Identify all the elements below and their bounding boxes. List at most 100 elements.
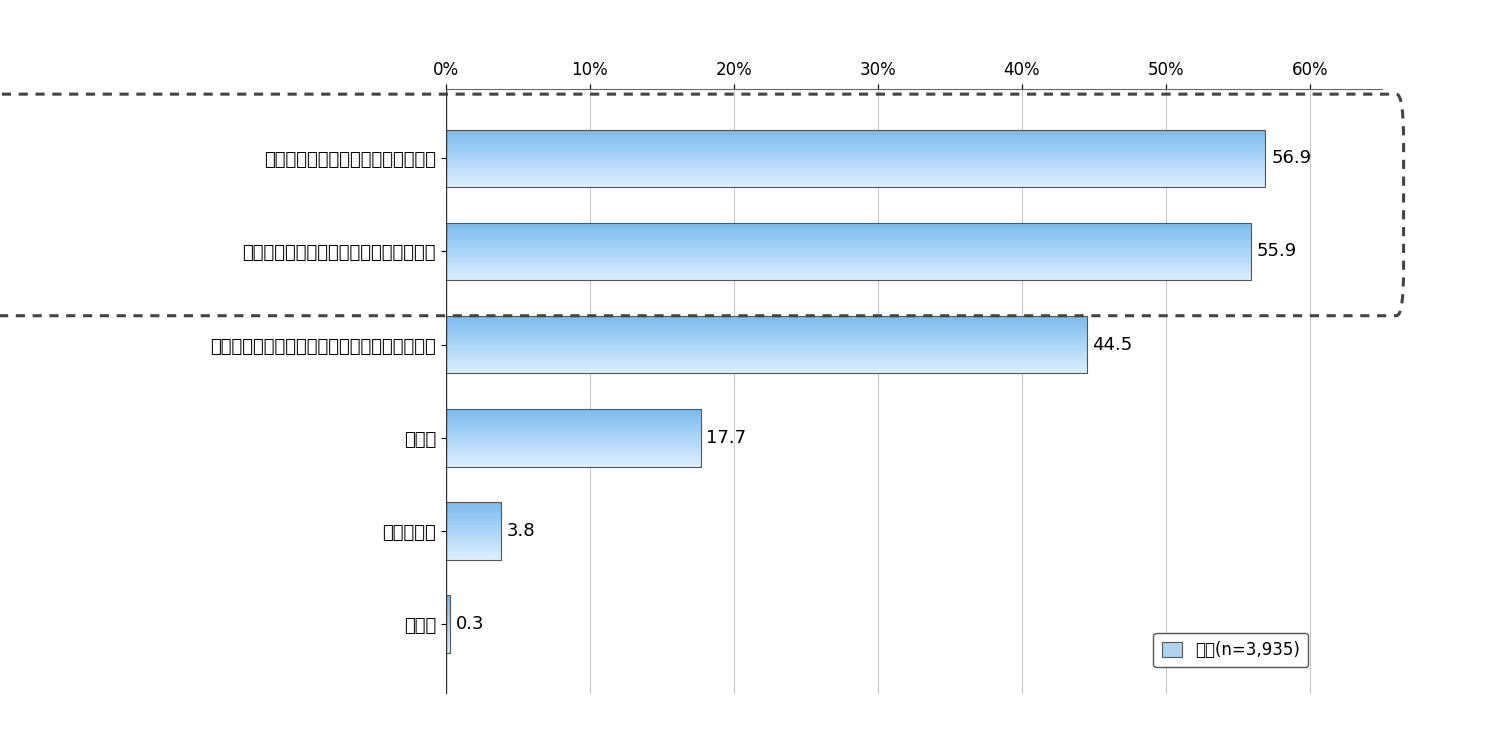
Bar [446, 438, 701, 439]
Bar [446, 409, 701, 466]
Bar [446, 432, 701, 433]
Bar [446, 159, 1265, 160]
Bar [446, 343, 1086, 345]
Bar [446, 506, 501, 508]
Bar [446, 554, 501, 555]
Bar [446, 130, 1265, 131]
Bar [446, 514, 501, 515]
Bar [446, 599, 450, 601]
Bar [446, 351, 1086, 352]
Bar [446, 538, 501, 539]
Bar [446, 601, 450, 602]
Bar [446, 269, 1251, 270]
Bar [446, 551, 501, 553]
Bar [446, 419, 701, 421]
Bar [446, 334, 1086, 336]
Bar [446, 363, 1086, 365]
Bar [446, 461, 701, 462]
Bar [446, 647, 450, 649]
Bar [446, 532, 501, 534]
Bar [446, 147, 1265, 148]
Bar [446, 164, 1265, 165]
Bar [446, 550, 501, 551]
Text: 0.3: 0.3 [456, 615, 484, 633]
Bar [446, 267, 1251, 269]
Bar [446, 646, 450, 647]
Bar [446, 157, 1265, 159]
Bar [446, 512, 501, 514]
Bar [446, 618, 450, 620]
Bar [446, 134, 1265, 135]
Bar [446, 502, 501, 559]
Bar [446, 521, 501, 522]
Bar [446, 621, 450, 622]
Bar [446, 174, 1265, 176]
Bar [446, 422, 701, 424]
Bar [446, 337, 1086, 339]
Bar [446, 622, 450, 624]
Text: 44.5: 44.5 [1092, 336, 1132, 354]
Bar [446, 177, 1265, 179]
Bar [446, 135, 1265, 137]
Bar [446, 168, 1265, 170]
Bar [446, 349, 1086, 351]
Bar [446, 436, 701, 438]
Bar [446, 611, 450, 613]
Bar [446, 340, 1086, 342]
Bar [446, 617, 450, 618]
Bar [446, 638, 450, 640]
Bar [446, 243, 1251, 244]
Bar [446, 610, 450, 611]
Bar [446, 141, 1265, 142]
Bar [446, 230, 1251, 231]
Bar [446, 145, 1265, 147]
Bar [446, 427, 701, 429]
Bar [446, 137, 1265, 138]
Bar [446, 537, 501, 538]
Bar [446, 144, 1265, 145]
Bar [446, 631, 450, 632]
Bar [446, 167, 1265, 168]
Bar [446, 421, 701, 422]
Bar [446, 608, 450, 610]
Bar [446, 259, 1251, 261]
Bar [446, 354, 1086, 355]
Bar [446, 643, 450, 644]
Bar [446, 620, 450, 621]
Bar [446, 362, 1086, 363]
Bar [446, 632, 450, 634]
Bar [446, 525, 501, 526]
Bar [446, 130, 1265, 187]
Bar [446, 548, 501, 550]
Bar [446, 228, 1251, 230]
Bar [446, 627, 450, 628]
Bar [446, 535, 501, 537]
Bar [446, 138, 1265, 139]
Bar [446, 359, 1086, 360]
Bar [446, 630, 450, 631]
Bar [446, 542, 501, 544]
Bar [446, 526, 501, 528]
Bar [446, 231, 1251, 232]
Bar [446, 253, 1251, 255]
Bar [446, 179, 1265, 180]
Bar [446, 553, 501, 554]
Bar [446, 503, 501, 505]
Bar [446, 235, 1251, 237]
Bar [446, 223, 1251, 280]
Bar [446, 446, 701, 448]
Bar [446, 426, 701, 427]
Bar [446, 170, 1265, 171]
Bar [446, 545, 501, 547]
Bar [446, 604, 450, 605]
Bar [446, 333, 1086, 334]
Bar [446, 520, 501, 521]
Bar [446, 331, 1086, 333]
Bar [446, 650, 450, 652]
Bar [446, 186, 1265, 187]
Bar [446, 465, 701, 466]
Bar [446, 412, 701, 413]
Bar [446, 511, 501, 512]
Bar [446, 339, 1086, 340]
Bar [446, 415, 701, 416]
